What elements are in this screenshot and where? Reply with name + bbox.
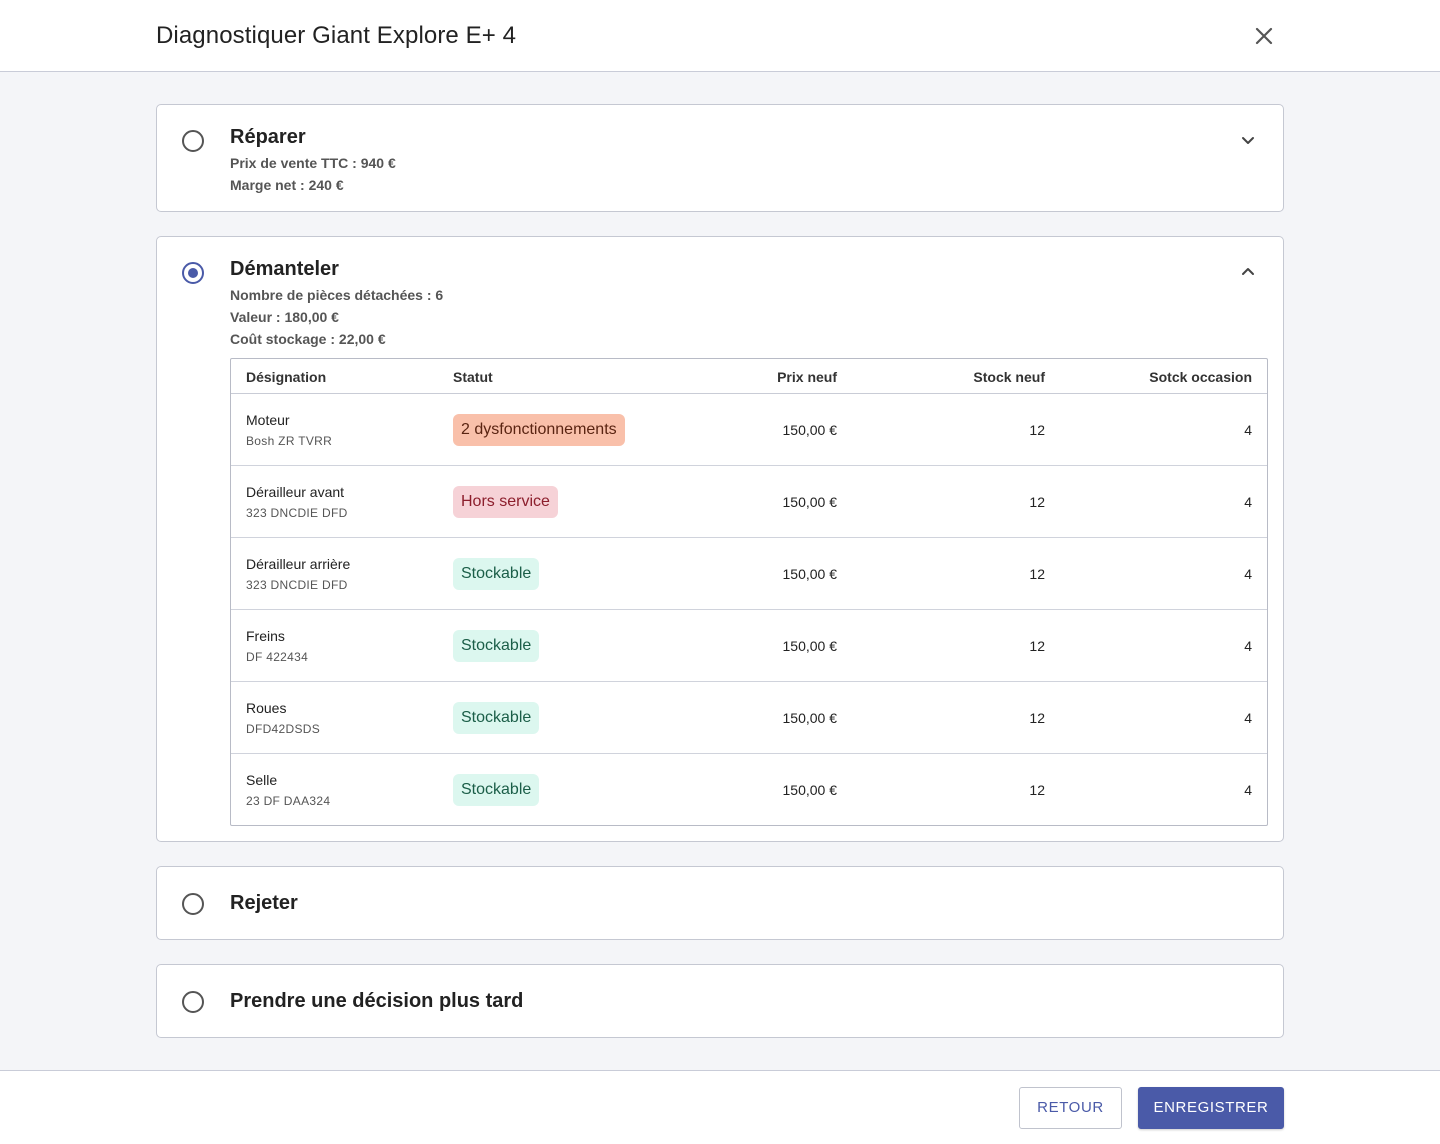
status-badge: Stockable bbox=[453, 702, 540, 734]
part-name: Dérailleur avant bbox=[246, 484, 345, 500]
status-badge: Hors service bbox=[453, 486, 558, 518]
stock-new: 12 bbox=[1029, 566, 1045, 582]
part-name: Moteur bbox=[246, 412, 290, 428]
option-later-radio[interactable] bbox=[182, 991, 204, 1013]
option-later-title: Prendre une décision plus tard bbox=[230, 990, 524, 1012]
option-reject-card[interactable]: Rejeter bbox=[156, 866, 1284, 940]
stock-used: 4 bbox=[1244, 566, 1252, 582]
option-dismantle-radio[interactable] bbox=[182, 262, 204, 284]
status-badge: Stockable bbox=[453, 630, 540, 662]
part-ref: DF 422434 bbox=[246, 650, 309, 664]
part-ref: Bosh ZR TVRR bbox=[246, 434, 333, 448]
option-reject-radio[interactable] bbox=[182, 893, 204, 915]
table-row[interactable]: Selle 23 DF DAA324 Stockable 150,00 € 12… bbox=[231, 754, 1267, 826]
table-row[interactable]: Freins DF 422434 Stockable 150,00 € 12 4 bbox=[231, 610, 1267, 682]
stock-used: 4 bbox=[1244, 494, 1252, 510]
part-name: Roues bbox=[246, 700, 287, 716]
header-stock-used: Sotck occasion bbox=[1149, 369, 1252, 385]
option-dismantle-title: Démanteler bbox=[230, 258, 339, 280]
part-ref: 23 DF DAA324 bbox=[246, 794, 331, 808]
dialog-footer: RETOUR ENREGISTRER bbox=[0, 1070, 1440, 1144]
part-ref: 323 DNCDIE DFD bbox=[246, 578, 348, 592]
header-status: Statut bbox=[453, 369, 493, 385]
back-button[interactable]: RETOUR bbox=[1019, 1087, 1122, 1129]
table-row[interactable]: Moteur Bosh ZR TVRR 2 dysfonctionnements… bbox=[231, 394, 1267, 466]
price-new: 150,00 € bbox=[782, 566, 838, 582]
price-new: 150,00 € bbox=[782, 638, 838, 654]
dialog-title: Diagnostiquer Giant Explore E+ 4 bbox=[156, 22, 517, 49]
stock-used: 4 bbox=[1244, 782, 1252, 798]
option-repair-title: Réparer bbox=[230, 126, 306, 148]
stock-new: 12 bbox=[1029, 422, 1045, 438]
stock-new: 12 bbox=[1029, 710, 1045, 726]
table-row[interactable]: Dérailleur avant 323 DNCDIE DFD Hors ser… bbox=[231, 466, 1267, 538]
status-badge: Stockable bbox=[453, 558, 540, 590]
close-icon[interactable] bbox=[1250, 22, 1278, 50]
header-designation: Désignation bbox=[246, 369, 327, 385]
parts-table: Désignation Statut Prix neuf Stock neuf … bbox=[230, 358, 1268, 826]
chevron-down-icon[interactable] bbox=[1239, 131, 1257, 149]
dialog-header: Diagnostiquer Giant Explore E+ 4 bbox=[0, 0, 1440, 72]
price-new: 150,00 € bbox=[782, 782, 838, 798]
chevron-up-icon[interactable] bbox=[1239, 263, 1257, 281]
stock-used: 4 bbox=[1244, 422, 1252, 438]
option-repair-radio[interactable] bbox=[182, 130, 204, 152]
stock-new: 12 bbox=[1029, 638, 1045, 654]
option-later-card[interactable]: Prendre une décision plus tard bbox=[156, 964, 1284, 1038]
stock-new: 12 bbox=[1029, 782, 1045, 798]
option-reject-title: Rejeter bbox=[230, 892, 298, 914]
status-badge: 2 dysfonctionnements bbox=[453, 414, 625, 446]
part-name: Freins bbox=[246, 628, 285, 644]
part-ref: DFD42DSDS bbox=[246, 722, 321, 736]
option-dismantle-card[interactable]: Démanteler Nombre de pièces détachées : … bbox=[156, 236, 1284, 842]
header-stock-new: Stock neuf bbox=[973, 369, 1045, 385]
status-badge: Stockable bbox=[453, 774, 540, 806]
price-new: 150,00 € bbox=[782, 422, 838, 438]
price-new: 150,00 € bbox=[782, 710, 838, 726]
price-new: 150,00 € bbox=[782, 494, 838, 510]
part-ref: 323 DNCDIE DFD bbox=[246, 506, 348, 520]
table-row[interactable]: Dérailleur arrière 323 DNCDIE DFD Stocka… bbox=[231, 538, 1267, 610]
stock-new: 12 bbox=[1029, 494, 1045, 510]
dismantle-parts-count: Nombre de pièces détachées : 6 bbox=[230, 287, 444, 303]
repair-net-margin: Marge net : 240 € bbox=[230, 177, 344, 193]
part-name: Dérailleur arrière bbox=[246, 556, 351, 572]
stock-used: 4 bbox=[1244, 638, 1252, 654]
repair-sale-price: Prix de vente TTC : 940 € bbox=[230, 155, 396, 171]
stock-used: 4 bbox=[1244, 710, 1252, 726]
dismantle-value: Valeur : 180,00 € bbox=[230, 309, 339, 325]
table-header: Désignation Statut Prix neuf Stock neuf … bbox=[231, 359, 1267, 394]
option-repair-card[interactable]: Réparer Prix de vente TTC : 940 € Marge … bbox=[156, 104, 1284, 212]
header-price-new: Prix neuf bbox=[777, 369, 837, 385]
save-button[interactable]: ENREGISTRER bbox=[1138, 1087, 1284, 1129]
dismantle-storage-cost: Coût stockage : 22,00 € bbox=[230, 331, 386, 347]
part-name: Selle bbox=[246, 772, 278, 788]
table-row[interactable]: Roues DFD42DSDS Stockable 150,00 € 12 4 bbox=[231, 682, 1267, 754]
